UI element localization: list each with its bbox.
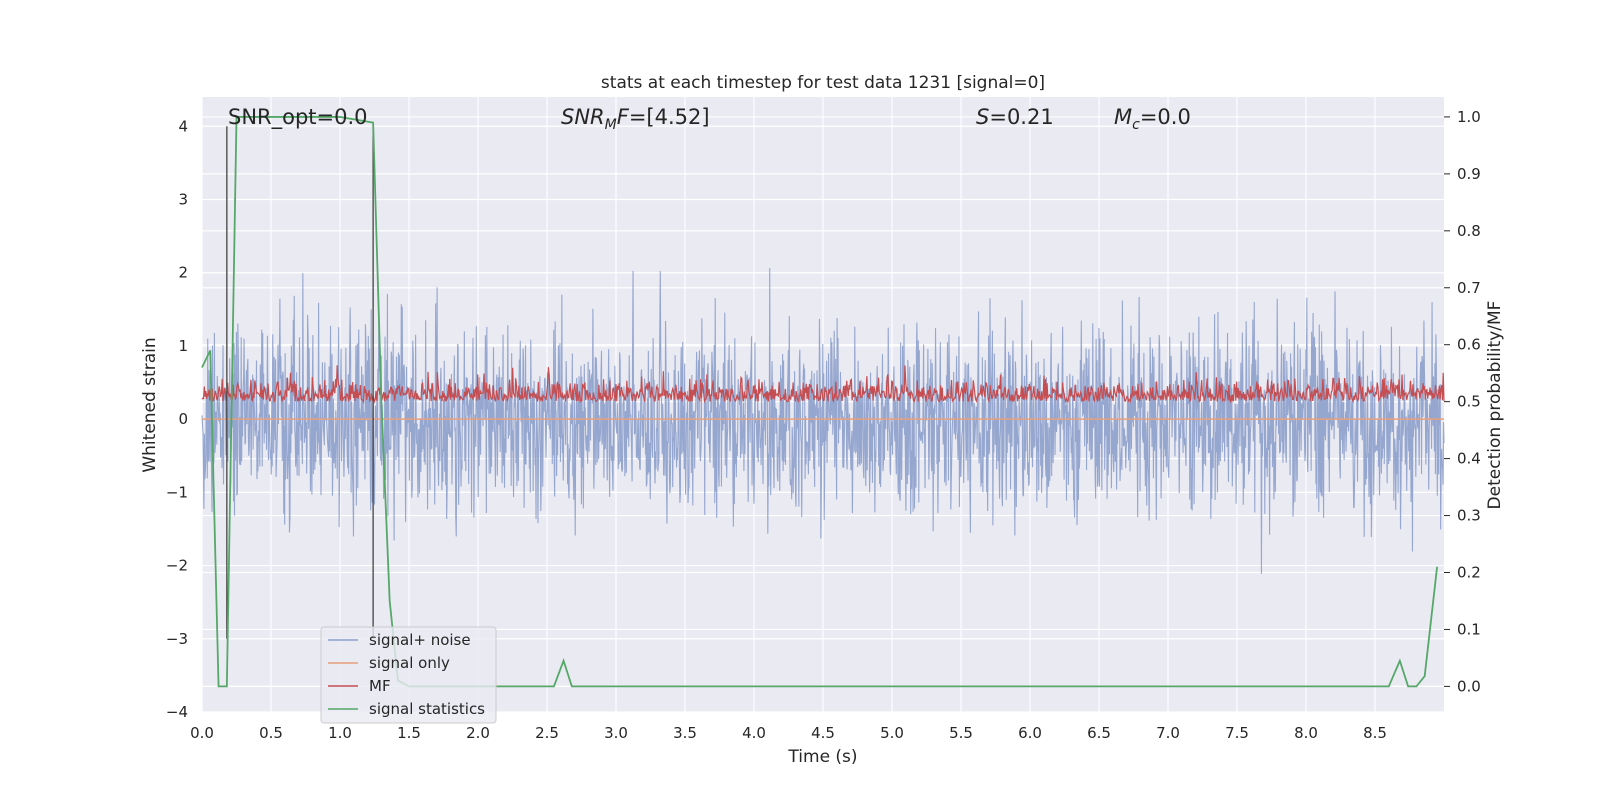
y-left-tick-label: 3 (178, 191, 188, 209)
x-tick-label: 3.5 (673, 724, 697, 742)
y-right-tick-label: 0.9 (1457, 165, 1481, 183)
y-left-tick-labels: 4 3 2 1 0 −1 −2 −3 −4 (166, 117, 188, 721)
legend-box (320, 626, 497, 724)
series-mf (201, 365, 1445, 404)
y-left-tick-label: 4 (178, 117, 188, 135)
y-right-tick-labels: 1.0 0.9 0.8 0.7 0.6 0.5 0.4 0.3 0.2 0.1 0.0 (1457, 108, 1481, 695)
y-right-tick-label: 0.3 (1457, 507, 1481, 525)
series-line-signal-statistics (201, 116, 1438, 688)
legend-label-mf: MF (369, 677, 391, 695)
y-right-tick-label: 0.2 (1457, 563, 1481, 581)
x-tick-label: 2.0 (466, 724, 490, 742)
y-right-tick-label: 0.0 (1457, 677, 1481, 695)
chart-title: stats at each timestep for test data 123… (601, 73, 1045, 93)
y-left-tick-label: 2 (178, 264, 188, 282)
annotation-s: S=0.21 (976, 105, 1054, 129)
y-left-tick-label: −2 (166, 557, 188, 575)
y-left-tick-label: −3 (166, 630, 188, 648)
y-left-tick-label: −4 (166, 703, 188, 721)
y-left-tick-label: −1 (166, 483, 188, 501)
y-right-tick-label: 0.8 (1457, 222, 1481, 240)
x-tick-label: 7.0 (1156, 724, 1180, 742)
x-tick-label: 4.5 (811, 724, 835, 742)
y-right-tick-label: 0.4 (1457, 450, 1481, 468)
x-tick-label: 1.0 (328, 724, 352, 742)
y-right-tick-label: 0.1 (1457, 620, 1481, 638)
legend-label-signal-noise: signal+ noise (369, 631, 471, 649)
x-tick-label: 7.5 (1225, 724, 1249, 742)
annotation-mc: Mc=0.0 (1114, 105, 1191, 133)
x-tick-labels: 0.0 0.5 1.0 1.5 2.0 2.5 3.0 3.5 4.0 4.5 5.0 5.5 6.0 6… (190, 724, 1387, 742)
legend: signal+ noise signal only MF signal stat… (320, 626, 497, 724)
x-tick-label: 8.0 (1294, 724, 1318, 742)
series-line-signal-noise (201, 268, 1445, 574)
y-right-tick-label: 0.5 (1457, 393, 1481, 411)
y-left-tick-label: 0 (178, 410, 188, 428)
x-tick-label: 5.5 (949, 724, 973, 742)
annotation-snr-mf: SNRMF=[4.52] (561, 105, 710, 133)
x-tick-label: 3.0 (604, 724, 628, 742)
series-signal-statistics (201, 116, 1438, 688)
x-tick-label: 6.5 (1087, 724, 1111, 742)
x-tick-label: 6.0 (1018, 724, 1042, 742)
x-axis-label: Time (s) (787, 747, 857, 767)
y-right-tick-label: 1.0 (1457, 108, 1481, 126)
x-tick-label: 0.0 (190, 724, 214, 742)
annotation-snr-opt: SNR_opt=0.0 (228, 105, 368, 130)
legend-label-signal-only: signal only (369, 654, 450, 672)
legend-label-signal-statistics: signal statistics (369, 700, 485, 718)
x-tick-label: 5.0 (880, 724, 904, 742)
series-line-mf (201, 365, 1445, 404)
y-left-axis-label: Whitened strain (140, 337, 160, 472)
y-right-tick-label: 0.7 (1457, 279, 1481, 297)
x-tick-label: 0.5 (259, 724, 283, 742)
y-right-axis-label: Detection probability/MF (1485, 301, 1505, 510)
series-signal-noise (201, 268, 1445, 574)
y-left-tick-label: 1 (178, 337, 188, 355)
x-tick-label: 4.0 (742, 724, 766, 742)
vertical-marker-lines (226, 126, 374, 639)
x-tick-label: 8.5 (1363, 724, 1387, 742)
x-tick-label: 2.5 (535, 724, 559, 742)
y-right-tick-label: 0.6 (1457, 336, 1481, 354)
x-tick-label: 1.5 (397, 724, 421, 742)
